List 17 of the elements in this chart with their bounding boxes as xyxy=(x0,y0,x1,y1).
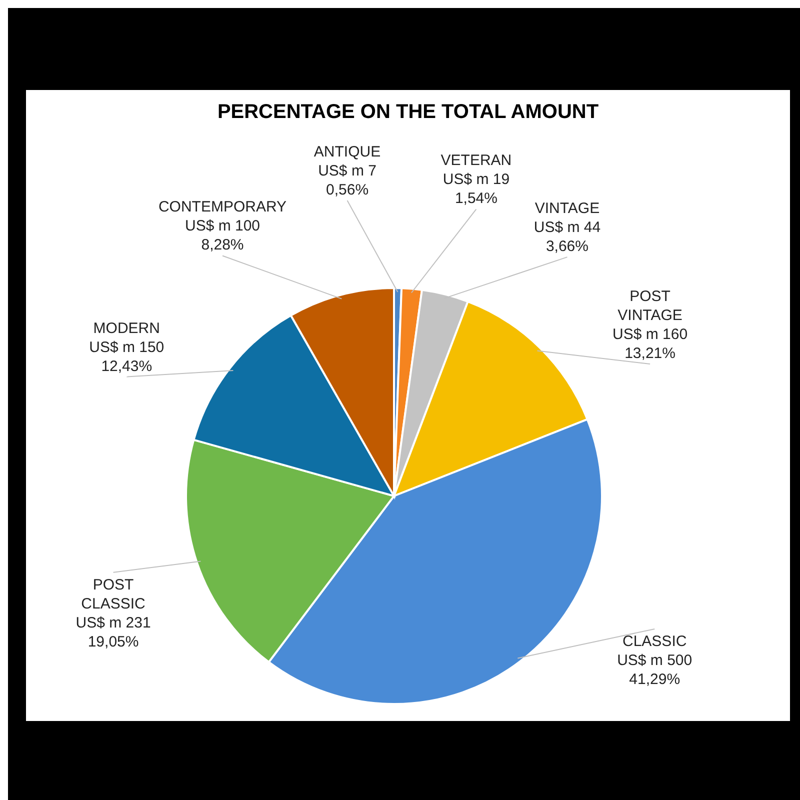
data-label: US$ m 231 19,05% xyxy=(76,614,151,650)
data-label: US$ m 150 12,43% xyxy=(89,338,164,375)
slice-label: VETERAN xyxy=(440,152,512,170)
slice-label: CONTEMPORARY xyxy=(158,198,287,216)
slice-label: ANTIQUE xyxy=(314,144,381,161)
slice-label: POST CLASSIC xyxy=(81,576,146,612)
chart-title: PERCENTAGE ON THE TOTAL AMOUNT xyxy=(217,101,599,123)
slice-label: CLASSIC xyxy=(622,632,687,650)
data-label: US$ m 160 13,21% xyxy=(612,326,688,362)
data-label: US$ m 44 3,66% xyxy=(534,219,601,256)
slice-label: VINTAGE xyxy=(534,200,600,218)
slice-label: POST VINTAGE xyxy=(618,288,682,324)
data-label: US$ m 500 41,29% xyxy=(617,652,692,688)
data-label: US$ m 19 1,54% xyxy=(442,171,510,208)
data-label: US$ m 100 8,28% xyxy=(184,218,260,254)
slice-label: MODERN xyxy=(93,320,160,337)
data-label: US$ m 7 0,56% xyxy=(318,162,376,199)
